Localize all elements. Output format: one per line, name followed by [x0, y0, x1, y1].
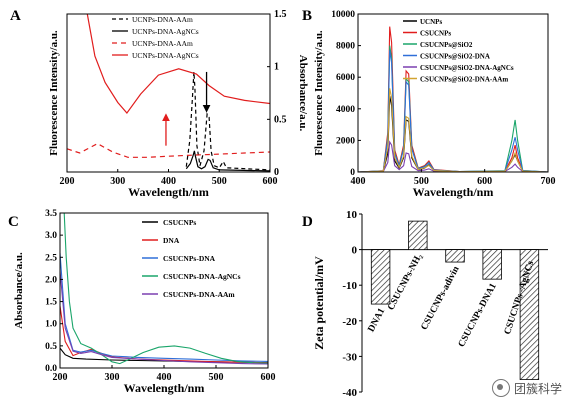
y-tick-label: 0.5: [45, 342, 57, 352]
y-tick-label: 2000: [336, 136, 355, 146]
x-tick-label: 300: [105, 372, 120, 383]
panel-b-fluorescence-spectra: B 400 500 600 700 0 2000 4000 6000 8000 10000 Wavel…: [302, 8, 556, 199]
legend-label: UCNPs: [420, 18, 442, 26]
y-tick-label: 1.0: [45, 320, 57, 330]
series-line-4: [60, 270, 268, 365]
x-axis-label: Wavelength/nm: [124, 381, 205, 395]
bar-CSUCNPs-adivin: [445, 249, 465, 263]
y-axis-label: Zeta potential/mV: [312, 256, 326, 350]
panel-label: B: [302, 8, 312, 24]
panel-label: C: [8, 214, 19, 230]
plot-frame: [66, 13, 271, 173]
x-tick-label: 600: [263, 176, 278, 187]
series-line-0: [185, 71, 270, 171]
y-right-axis-label: Absorbance/a.u.: [297, 55, 309, 132]
y-tick-label: 0: [350, 168, 355, 178]
panel-c-absorbance-spectra: C 200 300 400 500 600 0.0 0.5 1.0 1.5 2.0 2.5 3.0 3.5…: [8, 209, 276, 395]
legend-label: CSUCNPs@SiO2-DNA-AAm: [420, 76, 508, 84]
panel-a-absorbance-fluorescence: A 200 300 400 500 6000 0.5 1 1.5 Wavelength/nm Flu…: [10, 8, 309, 199]
y-right-tick-label: 1.5: [274, 9, 287, 20]
category-label: DNA1: [367, 307, 388, 334]
legend-label: CSUCNPs@SiO2-DNA-AgNCs: [420, 64, 514, 72]
bar-CSUCNPs-AgNCs: [519, 249, 540, 380]
y-tick-label: 0.0: [45, 364, 57, 374]
category-label: CSUCNPs-DNA1: [457, 282, 499, 349]
y-axis-label: Fluorescence Intensity/a.u.: [313, 30, 325, 156]
bar-CSUCNPs-DNA1: [482, 249, 502, 280]
legend-label: UCNPs-DNA-AgNCs: [132, 51, 199, 60]
y-tick-label: 1.5: [45, 298, 57, 308]
series-line-1: [60, 305, 268, 364]
x-tick-label: 600: [261, 372, 276, 383]
series-line-5: [357, 88, 549, 173]
y-axis-label: Absorbance/a.u.: [13, 252, 25, 329]
x-tick-label: 500: [212, 176, 227, 187]
y-tick-label: 3.0: [45, 231, 57, 241]
y-tick-label: -30: [342, 351, 357, 363]
panel-label: A: [10, 8, 21, 24]
category-label: CSUCNPs-adivin: [420, 264, 462, 332]
y-tick-label: 8000: [336, 42, 355, 52]
y-tick-label: 6000: [336, 73, 355, 83]
legend-label: CSUCNPs-DNA: [163, 254, 216, 263]
y-right-tick-label: 0.5: [274, 114, 287, 125]
y-tick-label: 2.0: [45, 275, 57, 285]
series-line-3: [86, 14, 270, 114]
bar-DNA1: [370, 249, 391, 305]
series-line-1: [185, 150, 270, 172]
panel-label: D: [302, 214, 313, 230]
series-line-2: [67, 142, 270, 158]
series-line-4: [357, 140, 549, 173]
x-axis-label: Wavelength/nm: [413, 185, 494, 199]
category-label: CSUCNPs-NH₂: [386, 252, 424, 312]
series-line-0: [357, 96, 549, 173]
x-tick-label: 200: [60, 176, 75, 187]
legend-label: CSUCNPs-DNA-AgNCs: [163, 272, 241, 281]
x-tick-label: 400: [161, 176, 176, 187]
legend-label: UCNPs-DNA-AAm: [132, 39, 193, 48]
legend-label: UCNPs-DNA-AAm: [132, 15, 193, 24]
y-tick-label: -20: [342, 316, 357, 328]
x-tick-label: 600: [477, 176, 492, 187]
legend-label: CSUCNPs: [420, 30, 451, 38]
legend-label: CSUCNPs@SiO2-DNA: [420, 53, 490, 61]
y-tick-label: -40: [342, 387, 357, 399]
series-line-3: [357, 50, 549, 173]
y-tick-label: 10000: [331, 10, 355, 20]
x-tick-label: 700: [541, 176, 556, 187]
legend-label: UCNPs-DNA-AgNCs: [132, 27, 199, 36]
x-tick-label: 400: [351, 176, 366, 187]
wechat-icon: [491, 379, 510, 397]
x-tick-label: 500: [209, 372, 224, 383]
series-group: [67, 14, 270, 172]
y-tick-label: 0: [352, 245, 358, 257]
bar-CSUCNPs-NH2: [408, 220, 428, 250]
x-tick-label: 200: [53, 372, 68, 383]
y-tick-label: 3.5: [45, 209, 57, 219]
y-tick-label: -10: [342, 280, 357, 292]
legend-label: DNA: [163, 236, 180, 245]
x-tick-label: 300: [110, 176, 125, 187]
legend-label: CSUCNPs@SiO2: [420, 41, 473, 49]
x-tick-label: 400: [157, 372, 172, 383]
series-line-3: [63, 213, 268, 365]
watermark-text: 团簇科学: [513, 381, 562, 396]
y-right-tick-label: 1: [274, 62, 279, 73]
y-tick-label: 10: [346, 209, 358, 221]
watermark: 团簇科学: [491, 379, 562, 397]
legend-label: CSUCNPs-DNA-AAm: [163, 290, 235, 299]
y-axis-label: Fluorescence Intensity/a.u.: [48, 30, 60, 156]
y-tick-label: 4000: [336, 105, 355, 115]
series-line-2: [60, 252, 268, 362]
y-tick-label: 2.5: [45, 253, 57, 263]
plot-frame: [357, 13, 549, 173]
legend-label: CSUCNPs: [163, 218, 196, 227]
x-axis-label: Wavelength/nm: [128, 185, 209, 199]
series-group: [60, 213, 268, 365]
y-right-tick-label: 0: [274, 167, 279, 178]
x-tick-label: 500: [414, 176, 429, 187]
